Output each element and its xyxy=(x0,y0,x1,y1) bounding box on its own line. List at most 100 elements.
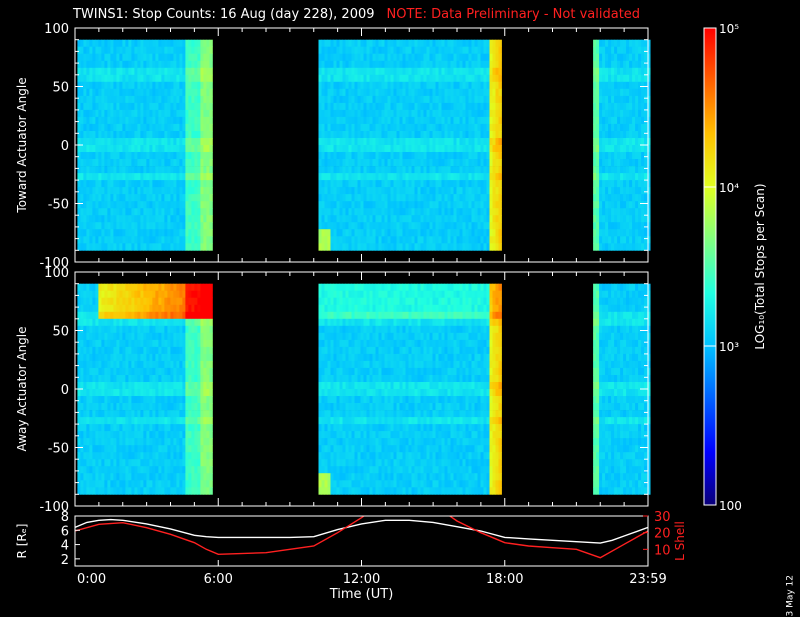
heatmap-cell xyxy=(155,305,158,312)
heatmap-cell xyxy=(179,326,182,333)
heatmap-cell xyxy=(134,326,137,333)
heatmap-cell xyxy=(140,89,143,96)
heatmap-cell xyxy=(101,487,104,494)
heatmap-cell xyxy=(146,173,149,180)
heatmap-cell xyxy=(457,40,460,47)
heatmap-cell xyxy=(325,61,328,68)
heatmap-cell xyxy=(439,75,442,82)
heatmap-cell xyxy=(394,152,397,159)
heatmap-cell xyxy=(101,445,104,452)
heatmap-cell xyxy=(164,291,167,298)
heatmap-cell xyxy=(80,215,83,222)
heatmap-cell xyxy=(89,68,92,75)
heatmap-cell xyxy=(203,173,206,180)
heatmap-cell xyxy=(164,298,167,305)
heatmap-cell xyxy=(617,229,620,236)
heatmap-cell xyxy=(403,201,406,208)
heatmap-cell xyxy=(352,187,355,194)
heatmap-cell xyxy=(179,89,182,96)
heatmap-cell xyxy=(149,131,152,138)
heatmap-cell xyxy=(451,138,454,145)
heatmap-cell xyxy=(629,82,632,89)
heatmap-cell xyxy=(176,166,179,173)
heatmap-cell xyxy=(460,236,463,243)
heatmap-cell xyxy=(200,222,203,229)
heatmap-cell xyxy=(104,431,107,438)
heatmap-cell xyxy=(83,431,86,438)
heatmap-cell xyxy=(95,215,98,222)
heatmap-cell xyxy=(149,389,152,396)
heatmap-cell xyxy=(394,173,397,180)
heatmap-cell xyxy=(376,208,379,215)
heatmap-cell xyxy=(167,180,170,187)
heatmap-cell xyxy=(77,368,80,375)
heatmap-cell xyxy=(388,173,391,180)
heatmap-cell xyxy=(98,229,101,236)
heatmap-cell xyxy=(617,215,620,222)
heatmap-cell xyxy=(92,431,95,438)
heatmap-cell xyxy=(418,152,421,159)
heatmap-cell xyxy=(397,124,400,131)
heatmap-cell xyxy=(436,145,439,152)
heatmap-cell xyxy=(418,187,421,194)
heatmap-cell xyxy=(608,103,611,110)
heatmap-cell xyxy=(113,215,116,222)
heatmap-cell xyxy=(400,180,403,187)
heatmap-cell xyxy=(149,403,152,410)
heatmap-cell xyxy=(599,236,602,243)
heatmap-cell xyxy=(194,166,197,173)
heatmap-cell xyxy=(593,194,596,201)
heatmap-cell xyxy=(83,47,86,54)
heatmap-cell xyxy=(152,54,155,61)
heatmap-cell xyxy=(397,194,400,201)
heatmap-cell xyxy=(137,229,140,236)
heatmap-cell xyxy=(104,410,107,417)
heatmap-cell xyxy=(197,117,200,124)
heatmap-cell xyxy=(481,222,484,229)
heatmap-cell xyxy=(448,68,451,75)
heatmap-cell xyxy=(319,82,322,89)
heatmap-cell xyxy=(209,103,212,110)
heatmap-cell xyxy=(424,82,427,89)
heatmap-cell xyxy=(593,61,596,68)
heatmap-cell xyxy=(412,131,415,138)
heatmap-cell xyxy=(424,229,427,236)
heatmap-cell xyxy=(623,145,626,152)
heatmap-cell xyxy=(424,54,427,61)
heatmap-cell xyxy=(430,159,433,166)
heatmap-cell xyxy=(131,229,134,236)
heatmap-cell xyxy=(89,466,92,473)
heatmap-cell xyxy=(98,340,101,347)
heatmap-cell xyxy=(334,47,337,54)
heatmap-cell xyxy=(406,40,409,47)
heatmap-cell xyxy=(176,152,179,159)
heatmap-cell xyxy=(161,124,164,131)
heatmap-cell xyxy=(113,480,116,487)
heatmap-cell xyxy=(86,145,89,152)
heatmap-cell xyxy=(176,131,179,138)
heatmap-cell xyxy=(337,187,340,194)
heatmap-cell xyxy=(620,159,623,166)
heatmap-cell xyxy=(77,47,80,54)
heatmap-cell xyxy=(110,243,113,250)
heatmap-cell xyxy=(409,131,412,138)
heatmap-cell xyxy=(95,243,98,250)
heatmap-cell xyxy=(158,89,161,96)
heatmap-cell xyxy=(388,110,391,117)
heatmap-cell xyxy=(122,445,125,452)
heatmap-cell xyxy=(173,201,176,208)
heatmap-cell xyxy=(77,445,80,452)
heatmap-cell xyxy=(421,194,424,201)
heatmap-cell xyxy=(457,47,460,54)
heatmap-cell xyxy=(89,284,92,291)
heatmap-cell xyxy=(209,47,212,54)
heatmap-cell xyxy=(146,159,149,166)
heatmap-cell xyxy=(322,117,325,124)
heatmap-cell xyxy=(457,117,460,124)
heatmap-cell xyxy=(409,124,412,131)
heatmap-cell xyxy=(113,47,116,54)
heatmap-cell xyxy=(328,124,331,131)
heatmap-cell xyxy=(617,68,620,75)
heatmap-cell xyxy=(328,68,331,75)
heatmap-cell xyxy=(146,166,149,173)
